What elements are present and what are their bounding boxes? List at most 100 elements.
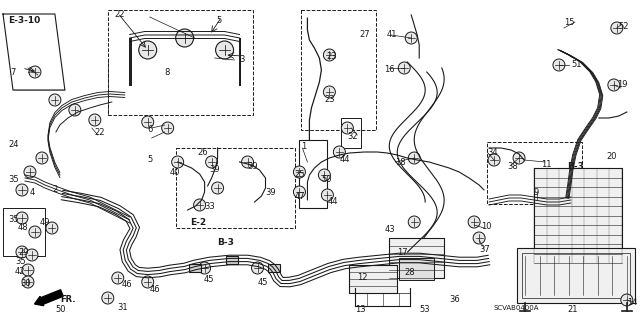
- Circle shape: [29, 66, 41, 78]
- Text: 19: 19: [617, 80, 627, 89]
- Text: SCVAB0400A: SCVAB0400A: [493, 305, 539, 311]
- Bar: [108, 10, 253, 115]
- Text: 35: 35: [8, 175, 19, 184]
- Circle shape: [473, 232, 485, 244]
- Bar: [341, 118, 362, 148]
- Circle shape: [112, 272, 124, 284]
- Circle shape: [22, 264, 34, 276]
- Text: 27: 27: [359, 30, 370, 39]
- FancyArrow shape: [35, 290, 63, 306]
- Text: 39: 39: [266, 188, 276, 197]
- Circle shape: [139, 41, 157, 59]
- Circle shape: [89, 114, 101, 126]
- Circle shape: [212, 182, 223, 194]
- Text: 9: 9: [534, 188, 540, 197]
- Text: 41: 41: [387, 30, 397, 39]
- Text: 49: 49: [40, 218, 51, 227]
- Circle shape: [408, 152, 420, 164]
- Text: 5: 5: [216, 16, 222, 25]
- Circle shape: [408, 216, 420, 228]
- Text: 14: 14: [627, 298, 637, 307]
- Circle shape: [333, 146, 346, 158]
- Text: 53: 53: [419, 305, 430, 314]
- Circle shape: [194, 199, 205, 211]
- Text: 4: 4: [30, 188, 35, 197]
- Text: 10: 10: [481, 222, 492, 231]
- Circle shape: [102, 292, 114, 304]
- Circle shape: [323, 49, 335, 61]
- Text: 1: 1: [301, 142, 307, 151]
- Circle shape: [22, 276, 34, 288]
- Text: 52: 52: [619, 22, 629, 31]
- Text: 23: 23: [326, 52, 337, 61]
- Text: 8: 8: [164, 68, 170, 77]
- Text: 48: 48: [18, 223, 29, 232]
- Bar: [225, 256, 237, 264]
- Text: 25: 25: [294, 170, 305, 179]
- Text: 15: 15: [564, 18, 575, 27]
- Text: 35: 35: [8, 215, 19, 224]
- Circle shape: [294, 186, 305, 198]
- Text: 33: 33: [205, 202, 216, 211]
- Circle shape: [198, 262, 211, 274]
- Circle shape: [319, 169, 330, 181]
- Bar: [301, 10, 376, 130]
- Text: 24: 24: [8, 140, 19, 149]
- Bar: [517, 248, 635, 303]
- Text: 2: 2: [52, 185, 57, 194]
- Text: 36: 36: [449, 295, 460, 304]
- Text: 43: 43: [384, 225, 395, 234]
- Text: 34: 34: [487, 148, 498, 157]
- Text: 29: 29: [18, 248, 28, 257]
- Text: B-3: B-3: [567, 162, 584, 171]
- Bar: [349, 265, 397, 293]
- Text: FR.: FR.: [60, 295, 76, 304]
- Text: 18: 18: [396, 158, 406, 167]
- Text: 21: 21: [567, 305, 577, 314]
- Circle shape: [16, 246, 28, 258]
- Bar: [300, 140, 328, 208]
- Text: 37: 37: [479, 245, 490, 254]
- Circle shape: [16, 184, 28, 196]
- Text: 44: 44: [328, 197, 338, 206]
- Circle shape: [46, 222, 58, 234]
- Bar: [175, 148, 296, 228]
- Text: 13: 13: [355, 305, 366, 314]
- Text: 20: 20: [607, 152, 618, 161]
- Circle shape: [321, 189, 333, 201]
- Circle shape: [513, 152, 525, 164]
- Text: 45: 45: [257, 278, 268, 287]
- Text: 31: 31: [118, 303, 129, 312]
- Text: 12: 12: [357, 273, 368, 282]
- Text: 17: 17: [397, 248, 408, 257]
- Text: 39: 39: [248, 162, 258, 171]
- Circle shape: [468, 216, 480, 228]
- Text: B-3: B-3: [218, 238, 234, 247]
- Bar: [3, 208, 45, 256]
- Circle shape: [241, 156, 253, 168]
- Bar: [399, 258, 434, 280]
- Circle shape: [294, 166, 305, 178]
- Text: 50: 50: [55, 305, 65, 314]
- Text: 38: 38: [507, 162, 518, 171]
- Text: 16: 16: [384, 65, 395, 74]
- Text: 5: 5: [148, 155, 153, 164]
- Text: 23: 23: [324, 95, 335, 104]
- Circle shape: [141, 116, 154, 128]
- Text: 44: 44: [339, 155, 350, 164]
- Text: 45: 45: [204, 275, 214, 284]
- Text: 11: 11: [541, 160, 552, 169]
- Text: 35: 35: [15, 257, 26, 266]
- Circle shape: [205, 156, 218, 168]
- Bar: [487, 142, 582, 204]
- Circle shape: [553, 59, 565, 71]
- Text: 46: 46: [150, 285, 161, 294]
- Circle shape: [175, 29, 194, 47]
- Text: 28: 28: [404, 268, 415, 277]
- Text: 6: 6: [148, 125, 153, 134]
- Bar: [189, 264, 200, 272]
- Circle shape: [49, 94, 61, 106]
- Text: E-2: E-2: [189, 218, 206, 227]
- Text: 7: 7: [10, 68, 15, 77]
- Circle shape: [323, 86, 335, 98]
